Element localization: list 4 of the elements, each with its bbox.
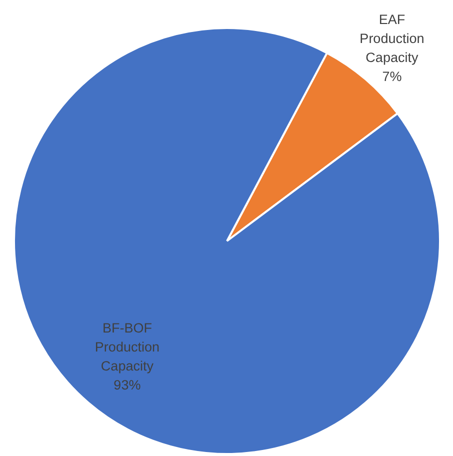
data-label: 93% (114, 378, 141, 393)
slice-label: BF-BOF Production Capacity (94, 320, 160, 374)
slice-label: EAF Production Capacity (360, 12, 424, 65)
data-label: 7% (382, 68, 402, 84)
